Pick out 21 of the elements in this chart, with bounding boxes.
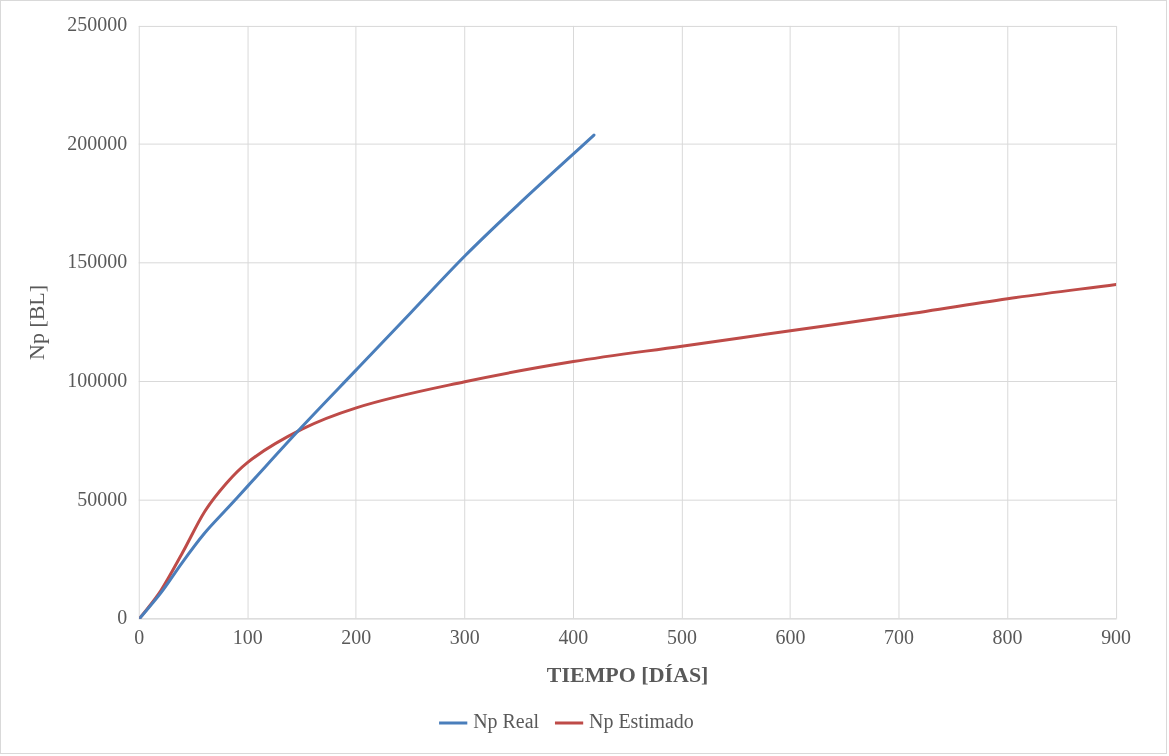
- y-tick-label: 0: [117, 606, 128, 629]
- x-tick-label: 400: [558, 626, 589, 649]
- x-axis-title: TIEMPO [DÍAS]: [546, 661, 709, 687]
- x-tick-label: 700: [884, 626, 914, 649]
- y-tick-label: 250000: [67, 13, 128, 36]
- y-tick-label: 150000: [67, 250, 128, 273]
- y-axis-title: Np [BL]: [23, 284, 49, 360]
- y-tick-label: 100000: [67, 368, 128, 391]
- x-tick-label: 100: [232, 626, 263, 649]
- x-tick-label: 500: [666, 626, 697, 649]
- x-tick-label: 600: [775, 626, 806, 649]
- x-tick-label: 200: [341, 626, 372, 649]
- x-tick-label: 900: [1101, 626, 1132, 649]
- y-tick-label: 50000: [77, 487, 128, 510]
- legend-label: Np Real: [473, 710, 540, 734]
- x-tick-label: 300: [449, 626, 480, 649]
- x-tick-label: 0: [134, 626, 145, 649]
- x-tick-label: 800: [992, 626, 1023, 649]
- line-series: [139, 133, 596, 619]
- legend-label: Np Estimado: [589, 710, 694, 734]
- y-tick-label: 200000: [67, 131, 128, 154]
